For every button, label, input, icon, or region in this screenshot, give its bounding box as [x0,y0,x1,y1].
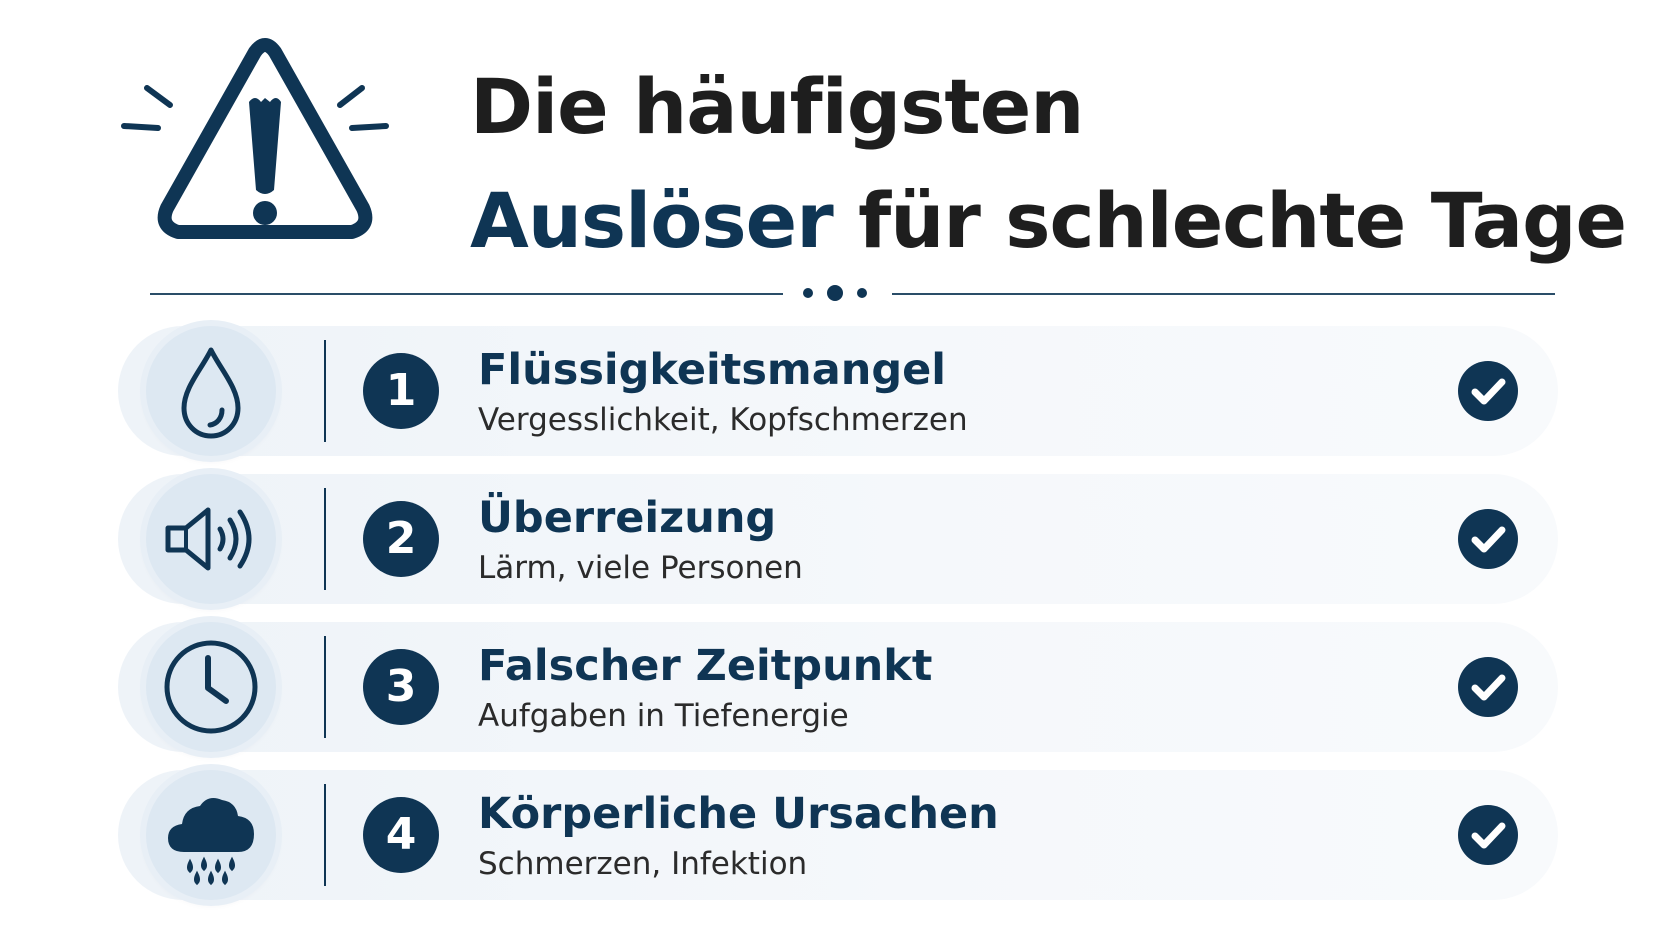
row-divider [324,340,326,442]
title-accent: Auslöser [470,176,834,265]
row-divider [324,784,326,886]
item-number: 3 [363,649,439,725]
list-item: 1 Flüssigkeitsmangel Vergesslichkeit, Ko… [118,326,1558,456]
water-drop-icon [146,326,276,456]
divider-line-right [892,293,1555,295]
divider-dot-left [803,288,813,298]
item-subtitle: Aufgaben in Tiefenergie [478,698,849,734]
item-number: 4 [363,797,439,873]
divider-line-left [150,293,783,295]
checkmark-icon [1458,657,1518,717]
item-number: 2 [363,501,439,577]
item-title: Falscher Zeitpunkt [478,641,933,691]
row-divider [324,636,326,738]
divider-dot-right [857,288,867,298]
list-item: 2 Überreizung Lärm, viele Personen [118,474,1558,604]
item-title: Flüssigkeitsmangel [478,345,947,395]
page-title: Die häufigsten Auslöser für schlechte Ta… [470,50,1627,278]
checkmark-icon [1458,805,1518,865]
item-number: 1 [363,353,439,429]
rain-cloud-icon [146,770,276,900]
divider-dot-center [827,285,843,301]
list-item: 3 Falscher Zeitpunkt Aufgaben in Tiefene… [118,622,1558,752]
checkmark-icon [1458,361,1518,421]
speaker-icon [146,474,276,604]
item-subtitle: Vergesslichkeit, Kopfschmerzen [478,402,968,438]
warning-triangle-icon [118,38,418,278]
clock-icon [146,622,276,752]
item-title: Körperliche Ursachen [478,789,999,839]
item-title: Überreizung [478,493,777,543]
header-divider [150,285,1555,301]
title-line-1: Die häufigsten [470,62,1084,151]
title-rest: für schlechte Tage [858,176,1627,265]
item-subtitle: Lärm, viele Personen [478,550,803,586]
trigger-list: 1 Flüssigkeitsmangel Vergesslichkeit, Ko… [118,326,1558,918]
checkmark-icon [1458,509,1518,569]
title-line-2: Auslöser für schlechte Tage [470,164,1627,278]
list-item: 4 Körperliche Ursachen Schmerzen, Infekt… [118,770,1558,900]
row-divider [324,488,326,590]
item-subtitle: Schmerzen, Infektion [478,846,808,882]
